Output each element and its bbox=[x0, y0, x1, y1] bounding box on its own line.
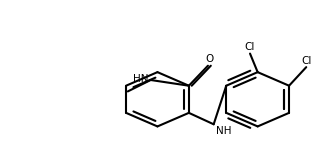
Text: O: O bbox=[206, 54, 214, 64]
Text: Cl: Cl bbox=[245, 42, 255, 52]
Text: NH: NH bbox=[215, 126, 231, 136]
Text: HN: HN bbox=[133, 74, 149, 84]
Text: Cl: Cl bbox=[301, 56, 311, 66]
